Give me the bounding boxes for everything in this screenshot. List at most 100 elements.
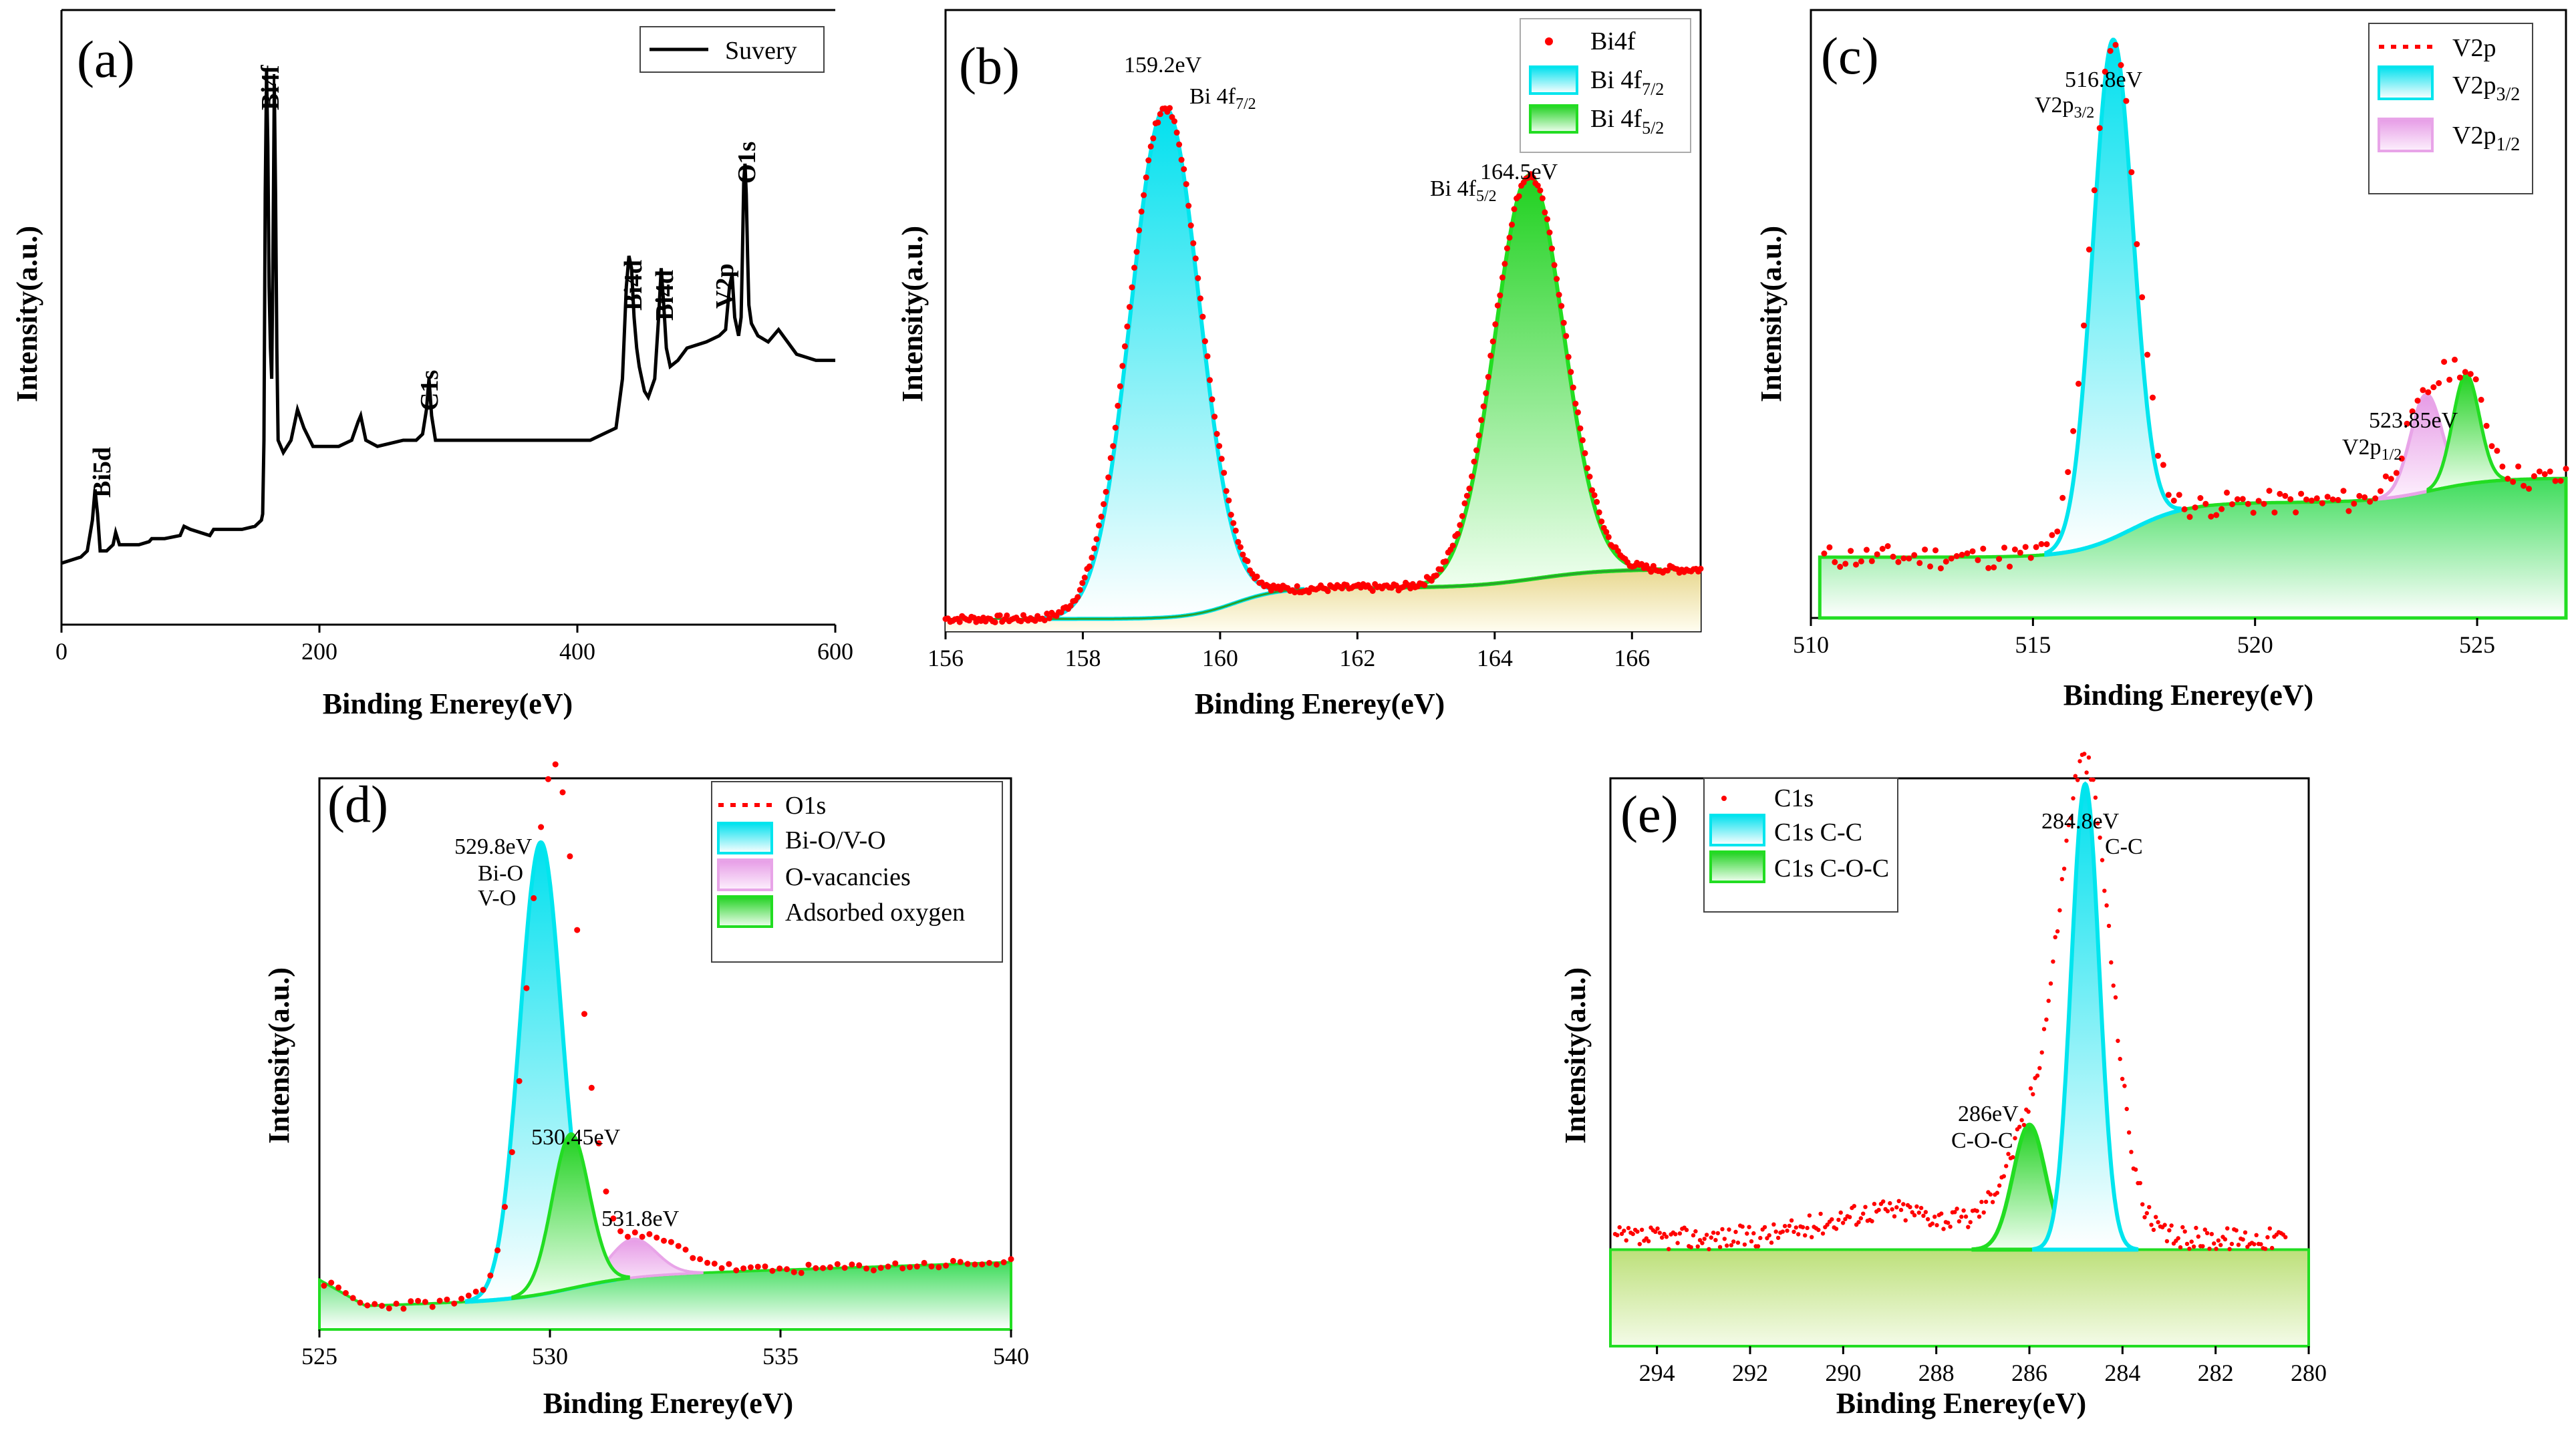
c-data-point [2155, 452, 2161, 459]
b-data-point [1556, 291, 1562, 298]
b-data-point [1119, 363, 1126, 369]
c-baseline [1818, 476, 2568, 620]
c-data-point [2282, 492, 2289, 499]
c-data-point [2213, 512, 2220, 518]
e-data-point [1673, 1232, 1678, 1237]
e-data-point [1946, 1221, 1951, 1225]
e-data-point [1626, 1226, 1631, 1231]
e-data-point [2039, 1050, 2044, 1055]
a-label-o1s: O1s [733, 142, 761, 184]
e-annot-2848: 284.8eV [2041, 809, 2120, 834]
c-data-point [1890, 553, 1896, 560]
b-data-point [1181, 166, 1187, 172]
c-data-point [2372, 495, 2379, 502]
e-data-point [2120, 1076, 2125, 1082]
e-data-point [2265, 1235, 2270, 1240]
d-data-point [538, 824, 545, 830]
d-data-point [957, 1259, 964, 1265]
e-data-point [2149, 1223, 2154, 1227]
c-data-point [2150, 394, 2156, 401]
e-data-point [2041, 1027, 2047, 1031]
b-data-point [1463, 492, 1470, 499]
e-data-point [2100, 858, 2105, 862]
e-data-point [2209, 1232, 2214, 1237]
c-data-point [2107, 47, 2114, 54]
b-data-point [1485, 373, 1491, 380]
e-data-point [1624, 1238, 1628, 1243]
e-data-point [1912, 1213, 1917, 1218]
c-data-point [2001, 544, 2007, 551]
d-data-point [451, 1300, 458, 1307]
e-data-point [2113, 995, 2118, 1000]
a-label-bi4f: Bi4f [257, 64, 285, 110]
b-data-point [992, 619, 998, 625]
e-data-point [1702, 1237, 1707, 1241]
d-data-point [849, 1261, 855, 1268]
d-data-point [1008, 1256, 1014, 1263]
d-annot-vo: V-O [478, 886, 516, 911]
d-data-point [740, 1265, 747, 1272]
c-data-point [2462, 369, 2468, 375]
c-data-point [2186, 514, 2193, 520]
b-data-point [1509, 221, 1515, 228]
d-data-point [936, 1264, 942, 1271]
e-data-point [1981, 1210, 1986, 1215]
e-data-point [1894, 1205, 1899, 1210]
c-data-point [2313, 495, 2320, 502]
e-data-point [1773, 1229, 1778, 1234]
c-annot-v2p12: V2p1/2 [2342, 435, 2402, 464]
e-data-point [2017, 1124, 2022, 1129]
e-data-point [1977, 1215, 1982, 1219]
a-label-bi4d-2: Bi4d [651, 270, 679, 321]
c-data-point [2261, 500, 2267, 507]
d-data-point [372, 1301, 378, 1307]
c-data-point [2011, 546, 2018, 552]
e-data-point [2243, 1230, 2248, 1235]
b-data-point [1201, 338, 1208, 345]
e-data-point [1948, 1225, 1953, 1229]
e-data-point [1691, 1233, 1696, 1238]
b-data-point [1044, 611, 1050, 617]
c-data-point [2096, 125, 2103, 132]
d-data-point [986, 1259, 992, 1266]
e-data-point [1923, 1210, 1928, 1215]
panel-c-label: (c) [1821, 27, 1879, 85]
c-data-point [2515, 463, 2522, 470]
d-data-point [509, 1149, 515, 1156]
d-data-point [892, 1260, 899, 1267]
b-data-point [1461, 500, 1468, 506]
c-peak-v2p32 [2044, 37, 2182, 557]
d-data-point [943, 1262, 950, 1269]
e-data-point [2252, 1242, 2257, 1247]
e-data-point [1941, 1227, 1946, 1231]
b-data-point [1192, 255, 1199, 262]
d-data-point [711, 1261, 718, 1267]
e-data-point [2102, 889, 2107, 893]
c-data-point [2430, 384, 2437, 391]
b-data-point [1004, 612, 1010, 619]
d-data-point [964, 1261, 971, 1267]
d-data-point [639, 1233, 646, 1240]
c-data-point [2552, 478, 2559, 484]
d-data-point [610, 1215, 617, 1222]
c-data-point [1937, 565, 1944, 572]
e-data-point [1653, 1229, 1658, 1235]
e-data-point [1955, 1207, 1959, 1211]
c-legend-swatch-32 [2378, 65, 2434, 100]
c-data-point [1933, 547, 1939, 554]
b-data-point [1582, 450, 1588, 456]
c-data-point [1953, 552, 1960, 559]
e-data-point [2191, 1244, 2196, 1249]
d-data-point [531, 895, 537, 901]
e-data-point [1740, 1224, 1745, 1229]
b-peak-bi4f52 [1397, 173, 1662, 590]
e-data-point [1722, 1237, 1727, 1241]
e-data-point [1807, 1213, 1812, 1218]
c-data-point [2144, 351, 2151, 358]
e-data-point [2259, 1242, 2263, 1247]
c-data-point [2425, 389, 2432, 395]
e-data-point [2013, 1136, 2017, 1140]
b-data-point [1136, 227, 1143, 234]
d-legend-label-bio: Bi-O/V-O [785, 826, 886, 854]
e-data-point [2156, 1220, 2160, 1225]
